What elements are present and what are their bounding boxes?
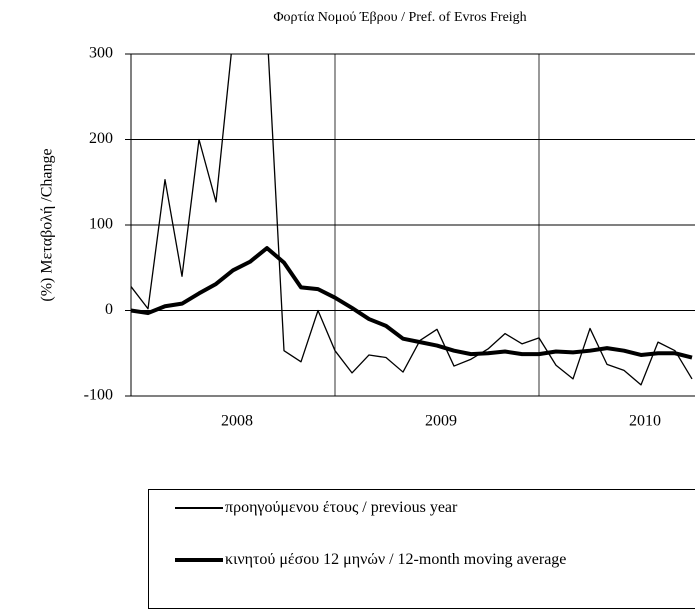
x-tick-label: 2008 [221, 413, 253, 430]
page: {"chart_data":{"type":"line", "title":"Φ… [38, 10, 695, 609]
y-axis-label: (%) Μεταβολή /Change [39, 148, 56, 301]
y-tick-label: 0 [105, 301, 113, 318]
legend-label: προηγούμενου έτους / previous year [225, 499, 458, 516]
legend: προηγούμενου έτους / previous year κινητο… [148, 489, 695, 609]
y-tick-label: 300 [89, 45, 113, 62]
chart-title: Φορτία Νομού Έβρου / Pref. of Evros Frei… [273, 10, 526, 25]
y-tick-label: -100 [84, 387, 113, 404]
legend-swatch [175, 558, 223, 562]
chart: Φορτία Νομού Έβρου / Pref. of Evros Frei… [39, 10, 695, 430]
legend-swatch [175, 507, 223, 509]
y-tick-label: 200 [89, 130, 113, 147]
x-tick-label: 2009 [425, 413, 457, 430]
legend-label: κινητού μέσου 12 μηνών / 12-month moving… [225, 551, 567, 568]
series-line [130, 246, 693, 360]
plot [130, 54, 693, 386]
x-tick-label: 2010 [629, 413, 661, 430]
y-tick-label: 100 [89, 216, 113, 233]
series-line [130, 54, 693, 386]
